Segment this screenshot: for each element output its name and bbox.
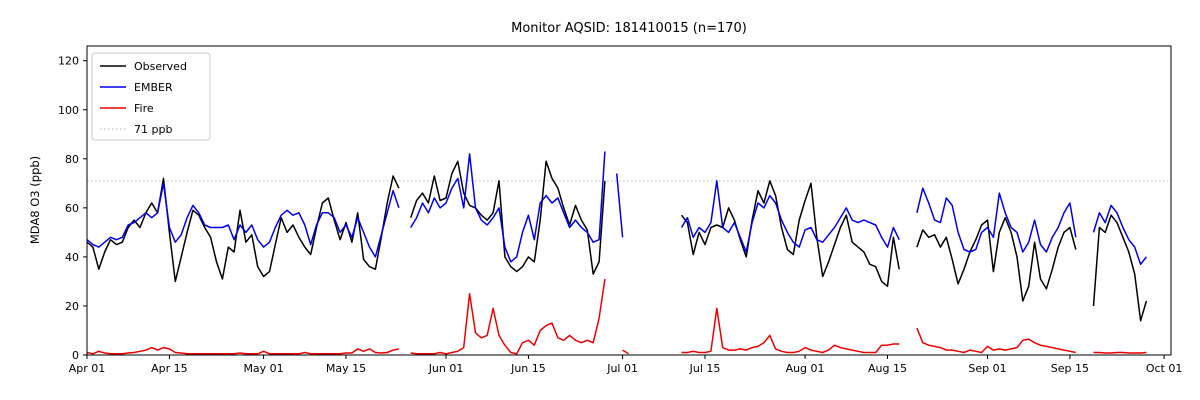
y-tick-label: 20 <box>65 300 79 313</box>
x-tick-label: Apr 15 <box>151 362 188 375</box>
legend: Observed EMBER Fire 71 ppb <box>91 52 211 141</box>
plot-area: Apr 01 Apr 15 May 01 May 15 Jun 01 Jun 15 Jul … <box>58 55 1182 375</box>
x-tick-label: May 01 <box>243 362 283 375</box>
y-tick-label: 120 <box>58 55 79 68</box>
y-tick-label: 40 <box>65 251 79 264</box>
axes-frame <box>86 45 1172 356</box>
legend-label-fire: Fire <box>134 102 154 115</box>
x-tick-label: Jul 01 <box>606 362 638 375</box>
x-tick-label: Sep 01 <box>968 362 1006 375</box>
x-tick-label: Aug 15 <box>868 362 907 375</box>
chart-title: Monitor AQSID: 181410015 (n=170) <box>511 21 747 36</box>
series-line-fire <box>86 278 1147 355</box>
x-tick-label: Sep 15 <box>1051 362 1089 375</box>
y-axis-label: MDA8 O3 (ppb) <box>28 156 42 244</box>
series-line-ember <box>86 151 1147 266</box>
y-tick-label: 100 <box>58 104 79 117</box>
series-line-observed <box>86 160 1148 322</box>
legend-label-ember: EMBER <box>134 81 173 94</box>
x-tick-label: Jun 01 <box>428 362 464 375</box>
legend-label-threshold: 71 ppb <box>134 123 172 136</box>
legend-label-observed: Observed <box>134 60 187 73</box>
x-tick-label: Apr 01 <box>69 362 106 375</box>
legend-box <box>91 52 211 141</box>
y-tick-label: 80 <box>65 153 79 166</box>
x-tick-label: Aug 01 <box>786 362 825 375</box>
y-tick-label: 60 <box>65 202 79 215</box>
x-tick-label: Jul 15 <box>689 362 721 375</box>
x-tick-label: Oct 01 <box>1146 362 1183 375</box>
x-tick-label: Jun 15 <box>510 362 546 375</box>
y-tick-label: 0 <box>72 349 79 362</box>
x-tick-label: May 15 <box>326 362 366 375</box>
